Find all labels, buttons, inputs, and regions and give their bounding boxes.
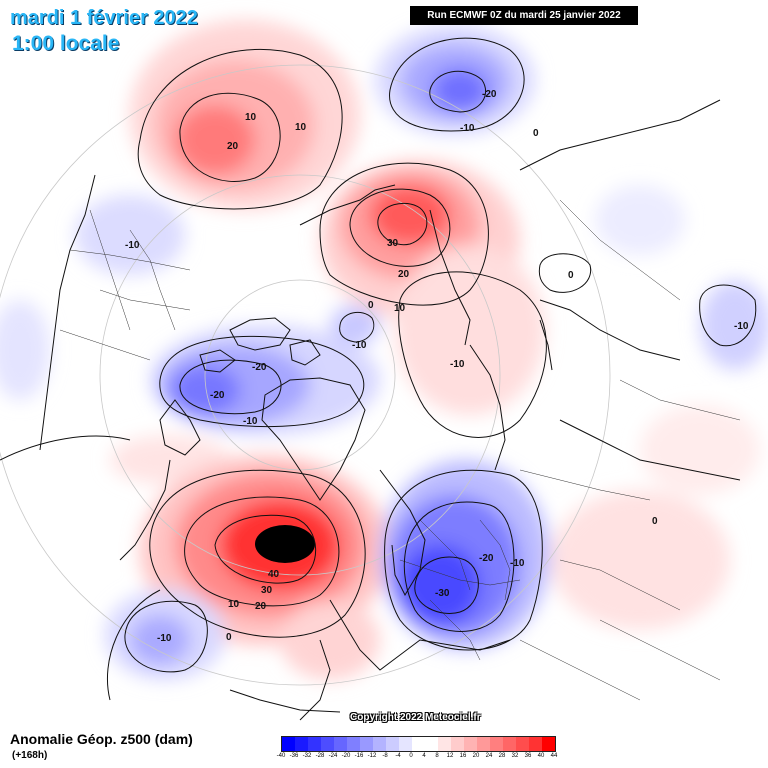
color-scale-label: -4: [395, 753, 401, 759]
color-scale-label: 20: [472, 753, 480, 759]
color-scale-cell: [516, 737, 529, 751]
color-scale-label: 12: [446, 753, 454, 759]
lead-time: (+168h): [12, 750, 48, 761]
contour-label: 40: [268, 569, 280, 580]
contour-label: 0: [568, 270, 574, 281]
contour-label: -30: [435, 588, 450, 599]
contour-label: -10: [510, 558, 525, 569]
contour-label: 10: [245, 112, 257, 123]
contour-label: 30: [261, 585, 273, 596]
color-scale-cell: [425, 737, 438, 751]
contour-label: 0: [368, 300, 374, 311]
color-scale-label: 0: [409, 753, 413, 759]
contour-label: -20: [482, 89, 497, 100]
forecast-date-title: mardi 1 février 2022: [10, 7, 198, 29]
color-scale-cell: [477, 737, 490, 751]
contour-label: -10: [157, 633, 172, 644]
color-scale-cell: [503, 737, 516, 751]
color-scale-cell: [464, 737, 477, 751]
color-scale-cell: [542, 737, 555, 751]
color-scale-label: -16: [354, 753, 364, 759]
contour-lines: [0, 37, 757, 701]
contour-label: 30: [387, 238, 399, 249]
color-scale-bar: [281, 736, 556, 752]
coastlines: [39, 99, 741, 721]
color-scale-label: -24: [328, 753, 338, 759]
forecast-time-title: 1:00 locale: [12, 32, 120, 55]
color-scale-label: -28: [315, 753, 325, 759]
anomaly-max-core: [255, 525, 315, 563]
contour-label: 10: [295, 122, 307, 133]
contour-label: 10: [228, 599, 240, 610]
color-scale-cell: [386, 737, 399, 751]
contour-label: 20: [398, 269, 410, 280]
color-scale-label: -8: [382, 753, 388, 759]
color-scale-cell: [360, 737, 373, 751]
contour-label: -20: [252, 362, 267, 373]
field-name: Anomalie Géop. z500 (dam): [10, 731, 193, 747]
contour-label: -10: [352, 340, 367, 351]
color-scale-cell: [529, 737, 542, 751]
contour-label: 20: [255, 601, 267, 612]
color-scale-cell: [438, 737, 451, 751]
contour-label: 0: [226, 632, 232, 643]
color-scale-label: 32: [511, 753, 519, 759]
contour-label: 0: [533, 128, 539, 139]
contour-label: -10: [460, 123, 475, 134]
contour-label: -10: [125, 240, 140, 251]
contour-label: 20: [227, 141, 239, 152]
contour-label: -10: [450, 359, 465, 370]
contour-label: -10: [243, 416, 258, 427]
color-scale-cell: [451, 737, 464, 751]
color-scale-label: -32: [302, 753, 312, 759]
run-banner: Run ECMWF 0Z du mardi 25 janvier 2022: [410, 6, 638, 25]
copyright-notice: Copyright 2022 Meteociel.fr: [350, 712, 481, 723]
color-scale-cell: [347, 737, 360, 751]
color-scale-label: 36: [524, 753, 532, 759]
color-scale-cell: [412, 737, 425, 751]
contour-label: 10: [394, 303, 406, 314]
country-borders: [59, 199, 741, 701]
color-scale-label: -12: [367, 753, 377, 759]
color-scale-label: 24: [485, 753, 493, 759]
color-scale-cell: [282, 737, 295, 751]
contour-label: -20: [479, 553, 494, 564]
color-scale-label: -20: [341, 753, 351, 759]
color-scale-cell: [334, 737, 347, 751]
color-scale-label: 44: [550, 753, 558, 759]
color-scale-label: -36: [289, 753, 299, 759]
color-scale-cell: [295, 737, 308, 751]
contour-label: -20: [210, 390, 225, 401]
color-scale-cell: [373, 737, 386, 751]
contour-label: -10: [734, 321, 749, 332]
color-scale-label: 16: [459, 753, 467, 759]
color-scale-label: -40: [276, 753, 286, 759]
color-scale-cell: [321, 737, 334, 751]
color-scale-cell: [490, 737, 503, 751]
contour-label: 0: [652, 516, 658, 527]
color-scale-cell: [308, 737, 321, 751]
color-scale-label: 8: [435, 753, 439, 759]
color-scale-label: 28: [498, 753, 506, 759]
contour-labels: 20 10 10 -20 -10 0 -10 30 20 10 0 -10 0 …: [125, 89, 749, 644]
color-scale-label: 40: [537, 753, 545, 759]
color-scale-cell: [399, 737, 412, 751]
color-scale-label: 4: [422, 753, 426, 759]
